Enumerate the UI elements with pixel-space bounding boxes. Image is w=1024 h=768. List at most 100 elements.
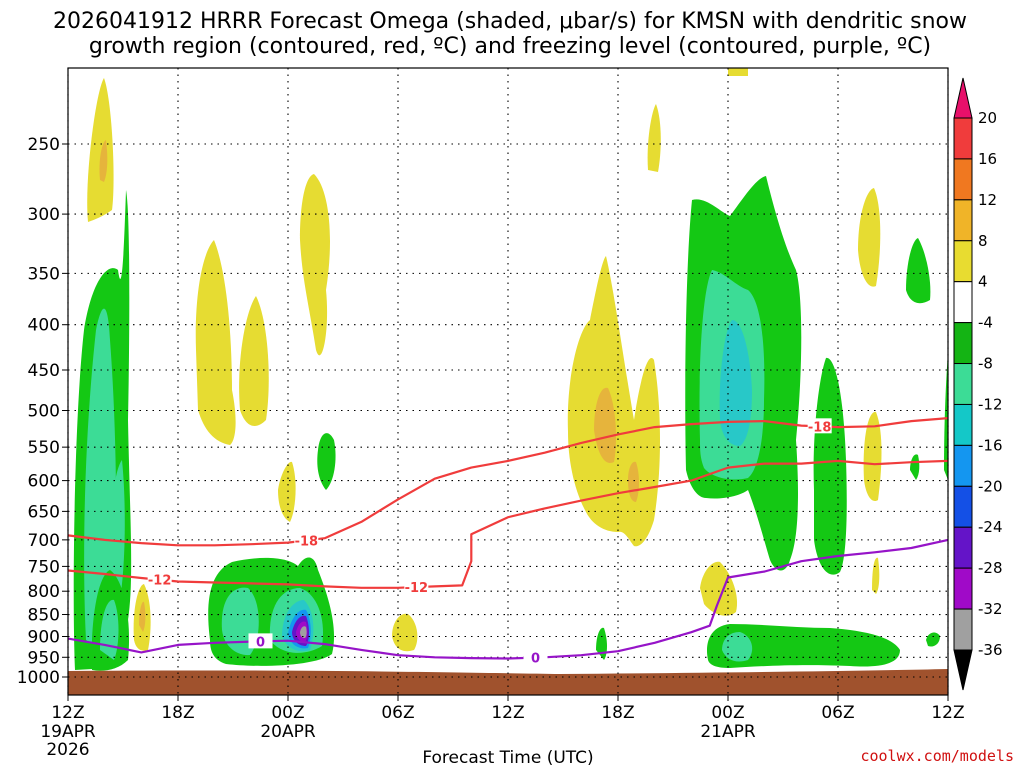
colorbar-top-triangle (953, 77, 973, 119)
omega-region-pos4 (728, 68, 748, 76)
x-tick-label: 12Z (51, 703, 84, 723)
omega-region-pos4 (278, 461, 296, 522)
x-tick-label: 18Z (601, 703, 634, 723)
y-tick-label: 750 (28, 557, 60, 577)
colorbar-swatch (953, 608, 973, 651)
contour-label: -12 (405, 581, 429, 596)
contour-label-background (248, 633, 273, 649)
colorbar-label: 4 (978, 273, 988, 291)
x-tick-label: 18Z (161, 703, 194, 723)
x-tick-label: 12Z (931, 703, 964, 723)
omega-region-pos4 (87, 78, 114, 222)
omega-region-pos4 (863, 411, 882, 502)
omega-region-neg4 (813, 357, 847, 575)
colorbar-swatch (953, 117, 973, 160)
y-tick-label: 900 (28, 627, 60, 647)
omega-region-neg12 (719, 320, 752, 446)
x-tick-label: 06Z (821, 703, 854, 723)
chart-title-line-2: growth region (contoured, red, ºC) and f… (89, 34, 931, 59)
contour-label: 0 (256, 635, 265, 650)
x-tick-label: 12Z (491, 703, 524, 723)
omega-region-pos8 (99, 140, 108, 182)
omega-region-pos4 (872, 557, 880, 594)
chart-title-line-1: 2026041912 HRRR Forecast Omega (shaded, … (53, 9, 967, 34)
contour-line (67, 459, 949, 589)
colorbar-swatch (953, 240, 973, 283)
credit-text: coolwx.com/models (860, 747, 1014, 765)
x-tick-year-label: 2026 (46, 740, 89, 760)
omega-region-pos4 (647, 104, 661, 172)
omega-region-pos4 (300, 174, 330, 356)
omega-region-neg4 (910, 454, 920, 480)
y-tick-label: 450 (28, 361, 60, 381)
colorbar-swatch (953, 363, 973, 405)
colorbar-swatch (953, 403, 973, 446)
omega-region-pos4 (858, 188, 881, 287)
y-tick-label: 400 (28, 316, 60, 336)
x-tick-date-label: 20APR (260, 722, 316, 742)
y-tick-label: 650 (28, 502, 60, 522)
y-tick-label: 300 (28, 205, 60, 225)
contour-label-background (404, 579, 429, 595)
omega-region-neg4 (926, 632, 940, 647)
omega-region-neg8 (84, 308, 117, 643)
colorbar-label: -20 (978, 477, 1003, 495)
colorbar-label: -4 (978, 314, 993, 332)
omega-region-pos4 (392, 613, 418, 652)
y-tick-label: 350 (28, 264, 60, 284)
y-tick-label: 250 (28, 135, 60, 155)
contour-label: 0 (531, 652, 540, 667)
terrain-ground-fill (68, 669, 948, 695)
x-tick-date-label: 21APR (700, 722, 756, 742)
colorbar-label: -24 (978, 518, 1003, 536)
contour-line (67, 417, 949, 547)
omega-region-neg32 (300, 626, 307, 638)
contour-label: -12 (148, 574, 172, 589)
y-tick-label: 950 (28, 648, 60, 668)
omega-region-neg4 (944, 352, 948, 480)
y-tick-label: 800 (28, 582, 60, 602)
colorbar: 20 16 12 8 4 -4 -8 -12 -16 -20 -24 -28 -32 -36 (953, 77, 1003, 691)
y-tick-label: 700 (28, 531, 60, 551)
colorbar-swatch (953, 322, 973, 365)
colorbar-label: -8 (978, 355, 993, 373)
colorbar-label: -36 (978, 641, 1003, 659)
colorbar-swatch (953, 485, 973, 528)
omega-region-neg4 (706, 624, 900, 668)
y-axis-tick-labels: 2503003504004505005506006507007508008509… (17, 135, 60, 688)
colorbar-label: -32 (978, 600, 1003, 618)
colorbar-swatch (953, 567, 973, 610)
contour-label-background (523, 649, 548, 665)
omega-region-pos8 (594, 387, 616, 463)
colorbar-label: 8 (978, 232, 988, 250)
omega-region-pos8 (139, 601, 146, 632)
y-tick-label: 1000 (17, 668, 60, 688)
contour-label-background (807, 418, 832, 434)
x-tick-label: 00Z (711, 703, 744, 723)
x-tick-label: 00Z (271, 703, 304, 723)
colorbar-label: -28 (978, 559, 1003, 577)
x-tick-date-label: 19APR (40, 722, 96, 742)
contour-label-background (147, 571, 172, 587)
colorbar-swatch (953, 199, 973, 242)
omega-region-pos4 (239, 296, 269, 426)
y-tick-label: 550 (28, 438, 60, 458)
contour-label: -18 (295, 534, 319, 549)
colorbar-label: 16 (978, 150, 997, 168)
y-tick-label: 600 (28, 472, 60, 492)
x-tick-label: 06Z (381, 703, 414, 723)
omega-region-neg8 (722, 632, 753, 662)
contour-lines: -18 -18 -12 -12 0 0 (67, 417, 949, 667)
y-tick-label: 500 (28, 402, 60, 422)
plot-frame (67, 67, 949, 696)
colorbar-bottom-triangle (953, 649, 973, 691)
x-axis-label: Forecast Time (UTC) (422, 748, 593, 768)
colorbar-swatch (953, 281, 973, 324)
y-tick-label: 850 (28, 606, 60, 626)
omega-region-neg8 (109, 460, 125, 600)
colorbar-label: -12 (978, 395, 1003, 413)
contour-label: -18 (808, 420, 832, 435)
colorbar-label: 12 (978, 191, 997, 209)
